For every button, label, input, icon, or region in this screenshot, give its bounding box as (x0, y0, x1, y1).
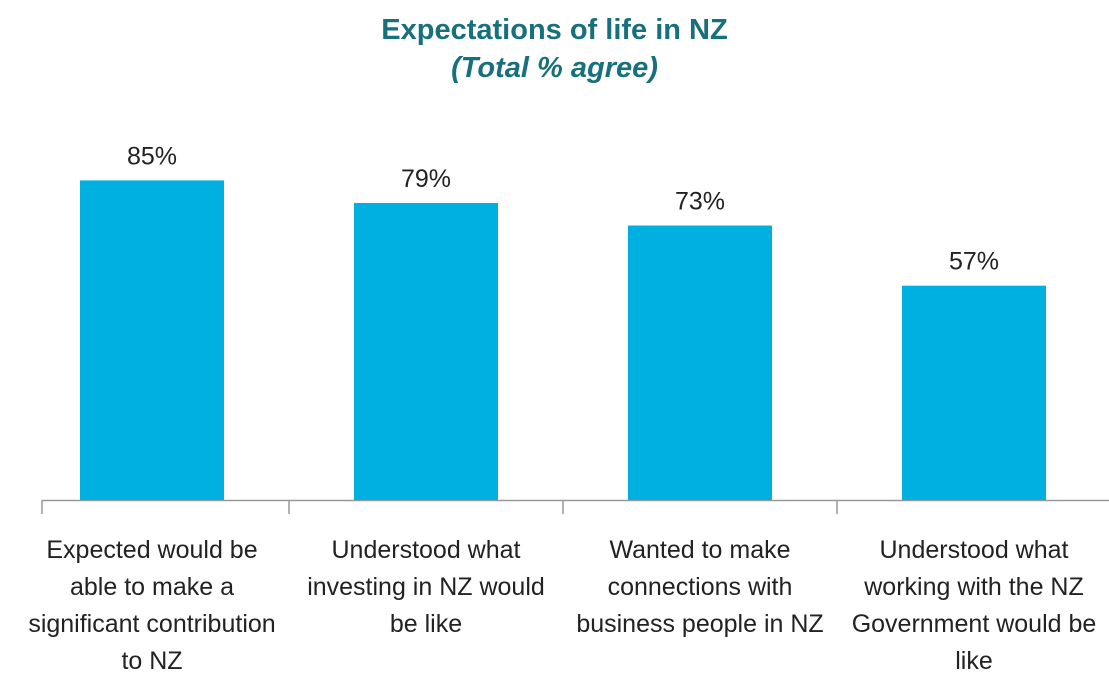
x-tick-label: Expected would be able to make a signifi… (28, 536, 276, 675)
data-label: 85% (127, 142, 177, 170)
data-label: 57% (949, 248, 999, 276)
x-tick-label: Understood what working with the NZ Gove… (851, 536, 1097, 675)
x-tick-label: Understood what investing in NZ would be… (307, 536, 545, 638)
x-tick-label: Wanted to make connections with business… (576, 536, 824, 638)
data-label: 79% (401, 165, 451, 193)
data-label: 73% (675, 188, 725, 216)
chart-title: Expectations of life in NZ (381, 14, 728, 46)
chart-subtitle: (Total % agree) (451, 52, 658, 84)
bar (628, 225, 772, 500)
bar (354, 202, 498, 500)
bar (902, 285, 1046, 500)
bar (80, 180, 224, 500)
